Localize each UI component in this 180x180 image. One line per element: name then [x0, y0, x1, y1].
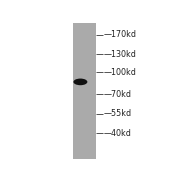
Text: —70kd: —70kd	[104, 90, 132, 99]
Text: —55kd: —55kd	[104, 109, 132, 118]
Text: —100kd: —100kd	[104, 68, 137, 77]
Text: —130kd: —130kd	[104, 50, 137, 59]
Ellipse shape	[73, 78, 87, 85]
Bar	[73, 23, 96, 159]
Text: —170kd: —170kd	[104, 30, 137, 39]
Text: —40kd: —40kd	[104, 129, 132, 138]
